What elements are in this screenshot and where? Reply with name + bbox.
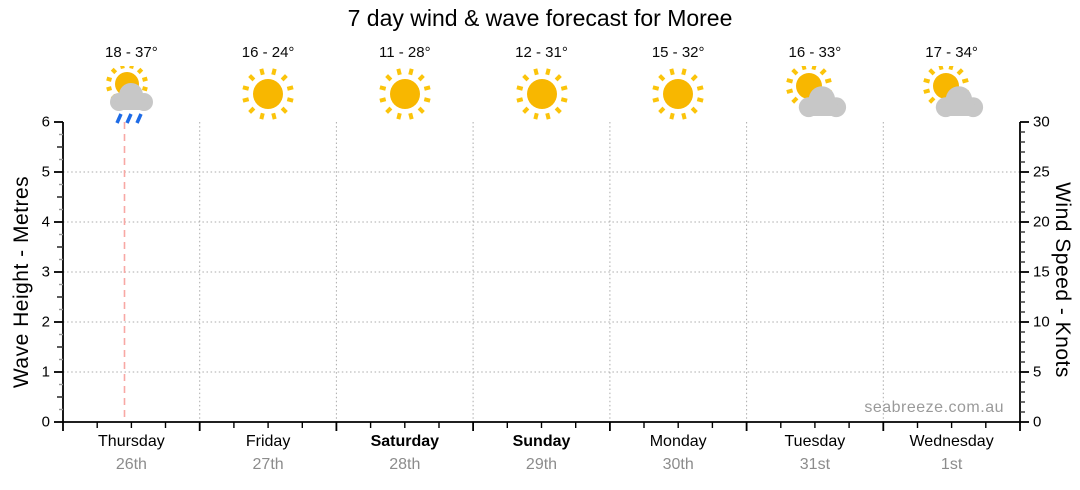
sun-disc bbox=[526, 79, 557, 109]
day-forecast-column: 15 - 32° bbox=[608, 44, 748, 126]
wind-tick-label: 5 bbox=[1033, 364, 1041, 381]
day-name: Tuesday bbox=[784, 433, 846, 450]
day-temp-range: 18 - 37° bbox=[105, 44, 158, 61]
day-date: 27th bbox=[252, 456, 284, 473]
rain-streaks bbox=[115, 113, 143, 124]
y-axis-right-title: Wind Speed - Knots bbox=[1051, 182, 1074, 378]
sun-rain-icon bbox=[61, 63, 201, 126]
day-forecast-column: 18 - 37° bbox=[61, 44, 201, 126]
day-temp-range: 16 - 33° bbox=[788, 44, 842, 61]
x-axis-day-label: Wednesday 1st bbox=[877, 433, 1027, 474]
wind-tick-label: 25 bbox=[1033, 164, 1050, 181]
y-axis-left-title: Wave Height - Metres bbox=[10, 175, 33, 389]
day-date: 26th bbox=[115, 456, 147, 473]
day-date: 30th bbox=[662, 456, 694, 473]
day-temp-range: 16 - 24° bbox=[241, 44, 295, 61]
wave-tick-label: 5 bbox=[42, 164, 50, 181]
sun-cloud-icon bbox=[745, 63, 885, 126]
day-forecast-column: 16 - 33° bbox=[745, 44, 885, 126]
wind-tick-label: 30 bbox=[1033, 114, 1050, 131]
sun-disc bbox=[663, 79, 694, 109]
sun-disc bbox=[253, 79, 284, 109]
day-name: Saturday bbox=[370, 433, 440, 450]
wave-tick-label: 0 bbox=[42, 414, 50, 431]
sun-cloud-icon bbox=[882, 63, 1022, 126]
day-date: 29th bbox=[525, 456, 558, 473]
x-axis-day-label: Saturday 28th bbox=[330, 433, 480, 474]
day-name: Monday bbox=[649, 433, 707, 450]
x-axis-day-label: Monday 30th bbox=[603, 433, 753, 474]
day-name: Wednesday bbox=[909, 433, 994, 450]
day-date: 31st bbox=[799, 456, 831, 473]
wave-tick-label: 3 bbox=[42, 264, 50, 281]
sun-icon bbox=[472, 66, 612, 126]
x-axis-day-label: Thursday 26th bbox=[56, 433, 206, 474]
x-axis-day-label: Tuesday 31st bbox=[740, 433, 890, 474]
sun-icon bbox=[608, 66, 748, 126]
wave-tick-label: 6 bbox=[42, 114, 50, 131]
wind-tick-label: 0 bbox=[1033, 414, 1041, 431]
cloud-shape bbox=[110, 83, 154, 111]
wave-tick-label: 4 bbox=[42, 214, 50, 231]
day-temp-range: 17 - 34° bbox=[925, 44, 978, 61]
day-date: 1st bbox=[940, 456, 963, 473]
day-name: Thursday bbox=[98, 433, 165, 450]
day-name: Friday bbox=[245, 433, 291, 450]
day-forecast-column: 16 - 24° bbox=[198, 44, 338, 126]
sun-disc bbox=[389, 79, 420, 109]
cloud-shape bbox=[798, 86, 846, 118]
day-forecast-column: 17 - 34° bbox=[882, 44, 1022, 126]
cloud-shape bbox=[935, 86, 983, 118]
watermark: seabreeze.com.au bbox=[864, 399, 1004, 416]
x-axis-day-label: Sunday 29th bbox=[467, 433, 617, 474]
wind-tick-label: 20 bbox=[1033, 214, 1050, 231]
day-temp-range: 15 - 32° bbox=[651, 44, 705, 61]
x-axis-day-label: Friday 27th bbox=[193, 433, 343, 474]
page-title: 7 day wind & wave forecast for Moree bbox=[347, 5, 733, 31]
wind-tick-label: 15 bbox=[1033, 264, 1050, 281]
day-date: 28th bbox=[389, 456, 421, 473]
sun-icon bbox=[335, 66, 475, 126]
day-temp-range: 11 - 28° bbox=[379, 44, 431, 61]
sun-icon bbox=[198, 66, 338, 126]
wind-tick-label: 10 bbox=[1033, 314, 1050, 331]
day-temp-range: 12 - 31° bbox=[515, 44, 568, 61]
day-forecast-column: 11 - 28° bbox=[335, 44, 475, 126]
day-name: Sunday bbox=[512, 433, 571, 450]
wave-tick-label: 1 bbox=[42, 364, 50, 381]
day-forecast-column: 12 - 31° bbox=[472, 44, 612, 126]
wave-tick-label: 2 bbox=[42, 314, 50, 331]
